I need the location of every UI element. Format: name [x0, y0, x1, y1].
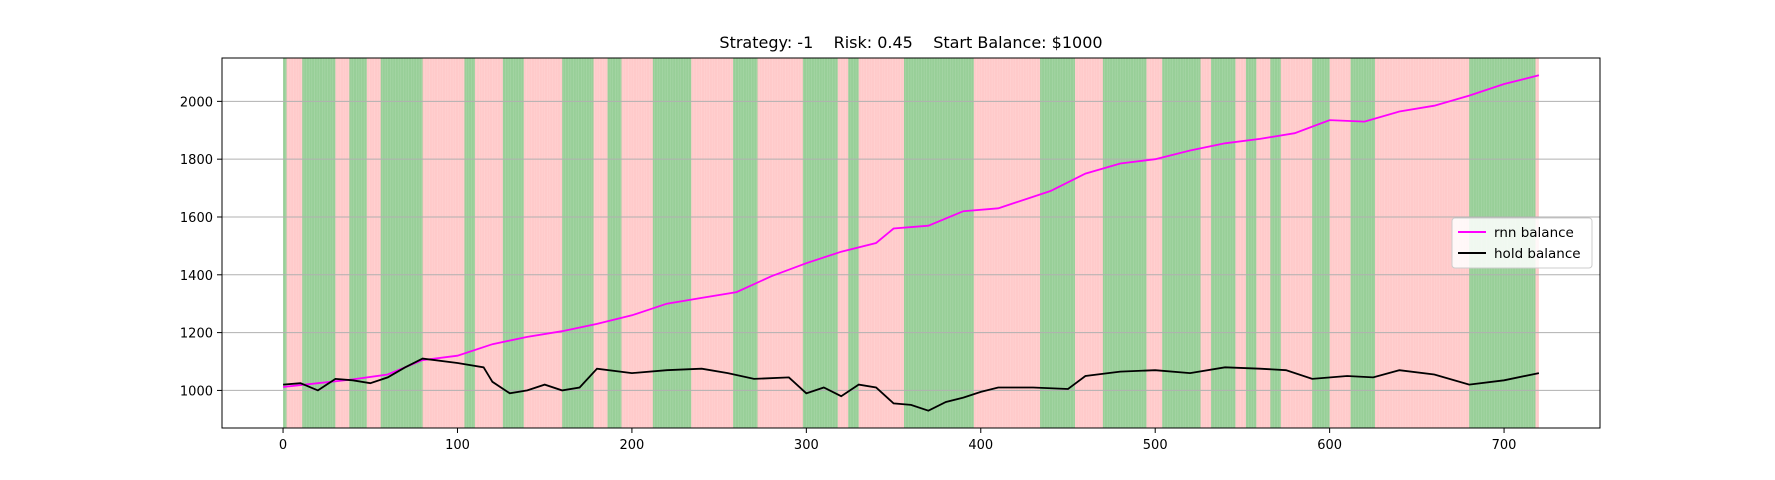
x-tick-label: 300: [794, 438, 819, 453]
span-long: [802, 58, 838, 428]
x-tick-label: 600: [1317, 438, 1342, 453]
span-long: [848, 58, 859, 428]
series-line-hold-balance: [283, 357, 1540, 412]
x-tick-label: 200: [619, 438, 644, 453]
span-long: [607, 58, 622, 428]
span-long: [1211, 58, 1236, 428]
x-tick-label: 400: [968, 438, 993, 453]
span-long: [562, 58, 594, 428]
legend-label: hold balance: [1494, 246, 1581, 262]
x-tick-label: 0: [279, 438, 287, 453]
series-line-rnn-balance: [283, 74, 1540, 388]
y-tick-label: 1000: [180, 384, 213, 399]
span-long: [1162, 58, 1201, 428]
span-long: [1102, 58, 1147, 428]
background-spans: [282, 58, 1540, 428]
x-tick-label: 700: [1492, 438, 1517, 453]
span-long: [733, 58, 758, 428]
span-long: [1270, 58, 1281, 428]
y-tick-label: 1200: [180, 327, 213, 342]
span-long: [502, 58, 524, 428]
chart-title: Strategy: -1 Risk: 0.45 Start Balance: $…: [719, 33, 1102, 52]
y-tick-label: 2000: [180, 95, 213, 110]
span-long: [283, 58, 287, 428]
y-axis: 1000 1200 1400 1600 1800 2000: [180, 95, 222, 399]
x-axis: 0 100 200 300 400 500 600 700: [279, 428, 1517, 453]
span-long: [1040, 58, 1075, 428]
series-lines: [283, 74, 1540, 412]
span-long: [302, 58, 336, 428]
span-long: [652, 58, 692, 428]
grid-lines: [222, 100, 1600, 391]
span-long: [1245, 58, 1257, 428]
y-tick-label: 1800: [180, 153, 213, 168]
x-tick-label: 500: [1143, 438, 1168, 453]
y-tick-label: 1600: [180, 211, 213, 226]
y-tick-label: 1400: [180, 269, 213, 284]
span-long: [349, 58, 367, 428]
span-long: [380, 58, 423, 428]
plot-frame: [221, 57, 1601, 429]
span-long: [904, 58, 974, 428]
legend: rnn balance hold balance: [1451, 217, 1593, 269]
span-long: [1312, 58, 1330, 428]
legend-label: rnn balance: [1494, 225, 1574, 241]
x-tick-label: 100: [445, 438, 470, 453]
legend-box: [1451, 217, 1593, 269]
span-long: [464, 58, 475, 428]
